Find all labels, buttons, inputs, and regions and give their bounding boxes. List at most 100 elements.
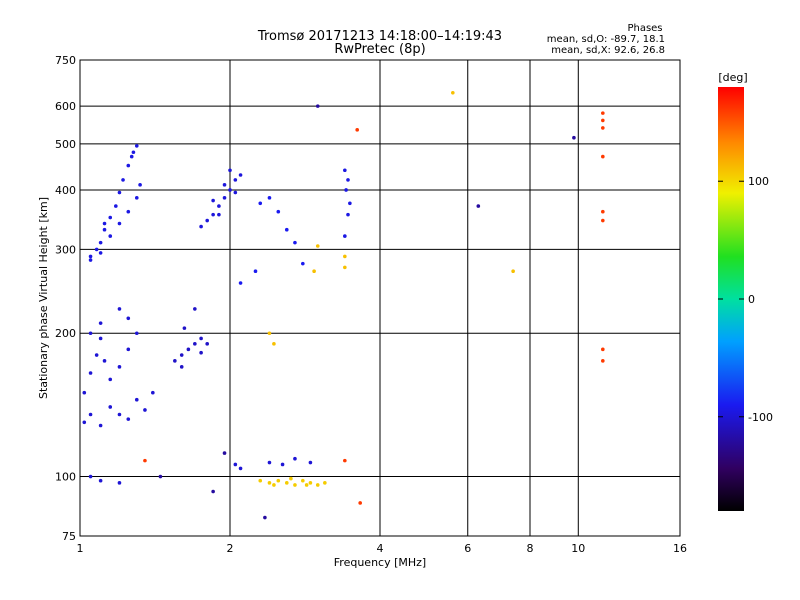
colorbar-label: [deg] <box>718 71 747 84</box>
data-point <box>121 178 125 182</box>
y-axis-label: Stationary phase Virtual Height [km] <box>37 197 50 399</box>
data-point <box>182 326 187 330</box>
data-point <box>258 201 263 206</box>
data-point <box>88 371 93 375</box>
data-point <box>346 178 350 182</box>
data-point <box>293 456 297 461</box>
data-point <box>476 204 481 208</box>
data-point <box>217 204 221 208</box>
data-point <box>601 359 605 363</box>
data-point <box>82 390 87 395</box>
data-point <box>343 265 347 270</box>
x-tick-label: 4 <box>377 542 384 555</box>
data-point <box>131 150 136 155</box>
data-point <box>601 347 605 352</box>
data-point <box>308 460 313 465</box>
data-point <box>134 397 139 402</box>
data-point <box>102 221 107 226</box>
data-point <box>217 212 221 217</box>
data-point <box>108 215 113 220</box>
data-point <box>348 201 352 206</box>
data-point <box>343 168 347 173</box>
data-point <box>233 190 238 195</box>
data-point <box>312 269 316 274</box>
data-point <box>222 196 227 200</box>
colorbar-ticks: 100 0 -100 <box>718 175 773 424</box>
data-point <box>173 359 177 363</box>
data-point <box>129 154 134 159</box>
data-point <box>572 135 576 140</box>
data-point <box>511 269 515 274</box>
data-point <box>284 481 289 485</box>
data-point <box>126 417 131 421</box>
data-point <box>143 458 147 463</box>
data-point <box>228 188 232 192</box>
data-point <box>117 190 122 195</box>
data-point <box>126 316 131 321</box>
data-point <box>98 251 103 255</box>
data-point <box>134 331 139 336</box>
data-point <box>134 196 139 200</box>
data-point <box>263 515 267 520</box>
data-point <box>114 204 118 208</box>
data-point <box>346 212 350 217</box>
data-point <box>199 224 203 229</box>
data-point <box>102 227 107 232</box>
y-tick-label: 400 <box>55 184 76 197</box>
data-point <box>233 178 238 182</box>
data-point <box>304 483 309 487</box>
data-point <box>280 462 285 467</box>
y-tick-label: 500 <box>55 138 76 151</box>
data-point <box>94 247 99 252</box>
data-point <box>143 408 147 412</box>
colorbar-tick-label: 0 <box>748 293 755 306</box>
chart-subtitle: RwPretec (8p) <box>334 42 425 57</box>
data-point <box>323 481 327 485</box>
data-point <box>193 342 197 346</box>
data-point <box>267 460 272 465</box>
data-point <box>228 168 232 173</box>
plot-area: 1 2 4 6 8 10 16 75 100 200 300 400 500 600 750 <box>55 54 687 555</box>
data-point <box>301 261 305 266</box>
data-point <box>88 331 93 336</box>
data-point <box>355 128 359 132</box>
data-point <box>126 209 131 214</box>
colorbar-tick-label: 100 <box>748 175 769 188</box>
phase-legend-title: Phases <box>627 23 662 34</box>
data-point <box>82 420 87 425</box>
y-tick-label: 300 <box>55 243 76 256</box>
data-point <box>293 240 297 245</box>
data-point <box>108 377 113 382</box>
data-point <box>451 90 455 95</box>
data-point <box>117 365 122 369</box>
x-tick-label: 8 <box>527 542 534 555</box>
data-point <box>358 501 362 505</box>
data-point <box>98 240 103 245</box>
y-axis: 75 100 200 300 400 500 600 750 <box>55 54 76 543</box>
data-point <box>211 198 215 203</box>
data-point <box>344 188 348 192</box>
data-point <box>193 307 197 311</box>
data-point <box>88 412 93 417</box>
y-tick-label: 100 <box>55 471 76 484</box>
phase-colorbar: [deg] 100 0 -100 <box>718 71 773 511</box>
x-axis: 1 2 4 6 8 10 16 <box>77 542 688 555</box>
data-point <box>267 481 272 485</box>
data-point <box>88 254 93 259</box>
data-point <box>601 218 605 223</box>
data-point <box>233 462 238 467</box>
data-point <box>98 336 103 341</box>
data-point <box>601 154 605 159</box>
data-point <box>94 353 99 357</box>
data-point <box>267 331 272 336</box>
data-point <box>267 196 272 200</box>
phase-legend-line-o: mean, sd,O: -89.7, 18.1 <box>547 34 665 45</box>
y-tick-label: 200 <box>55 327 76 340</box>
data-point <box>134 144 139 148</box>
x-tick-label: 16 <box>673 542 687 555</box>
data-point <box>315 104 320 108</box>
x-tick-label: 1 <box>77 542 84 555</box>
data-point <box>293 483 297 487</box>
data-point <box>179 365 184 369</box>
data-point <box>205 342 209 346</box>
